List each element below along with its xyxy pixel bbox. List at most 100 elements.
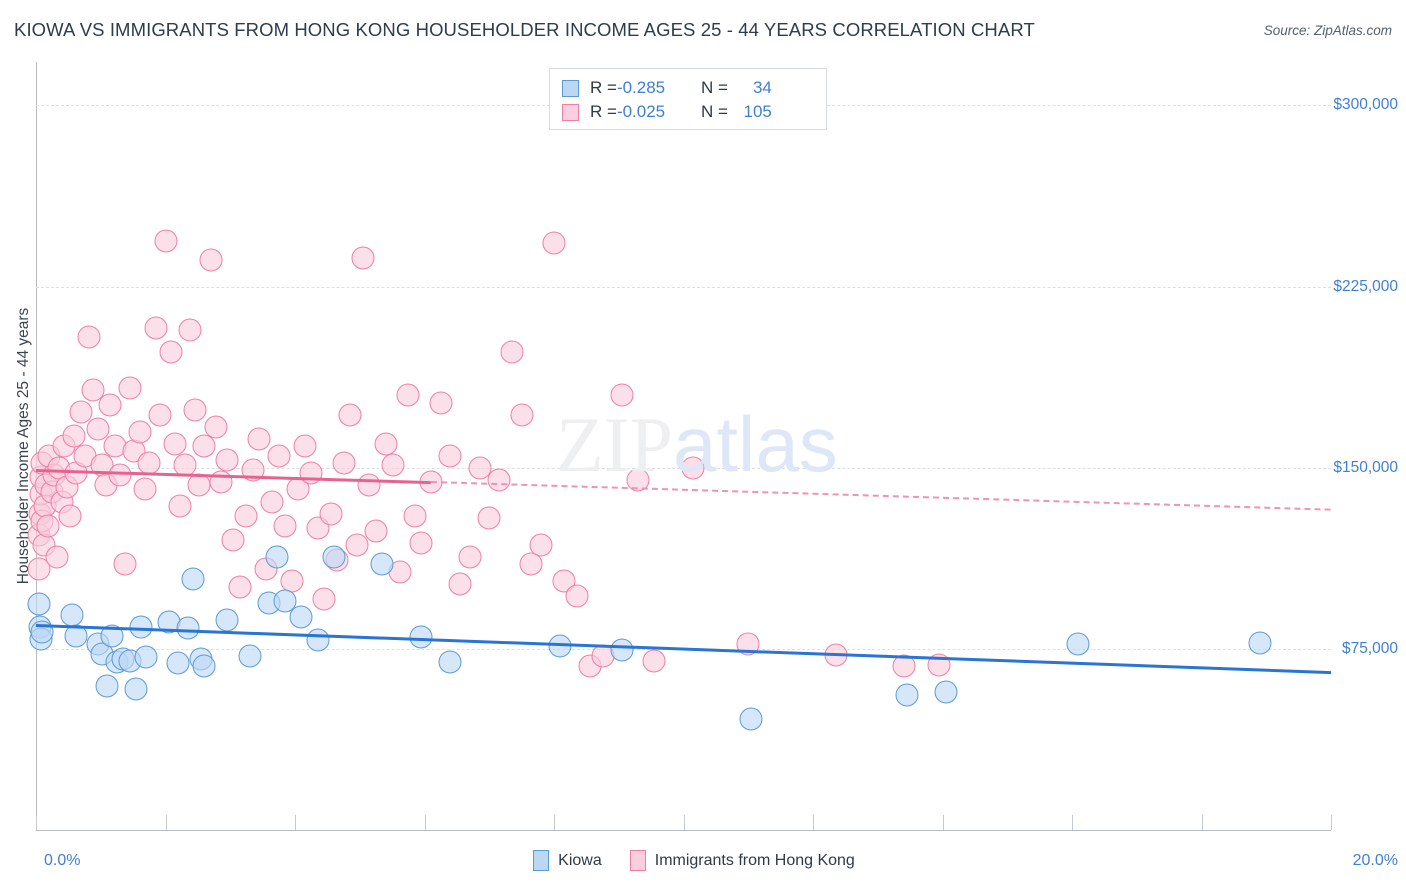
scatter-point (736, 632, 760, 656)
scatter-point (234, 504, 258, 528)
scatter-point (322, 545, 346, 569)
scatter-point (312, 587, 336, 611)
scatter-point (370, 552, 394, 576)
scatter-point (477, 506, 501, 530)
x-axis-tick (813, 815, 814, 830)
scatter-point (273, 514, 297, 538)
scatter-point (438, 650, 462, 674)
scatter-point (306, 628, 330, 652)
scatter-point (247, 427, 271, 451)
scatter-point (565, 584, 589, 608)
swatch-kiowa-icon (562, 79, 579, 97)
y-axis-line (36, 62, 37, 830)
scatter-point (934, 680, 958, 704)
x-axis-tick (295, 815, 296, 830)
scatter-point (610, 638, 634, 662)
scatter-point (299, 461, 323, 485)
scatter-point (133, 477, 157, 501)
scatter-point (351, 246, 375, 270)
scatter-point (215, 448, 239, 472)
scatter-point (409, 531, 433, 555)
scatter-point (60, 603, 84, 627)
scatter-point (168, 494, 192, 518)
scatter-point (64, 624, 88, 648)
scatter-point (429, 391, 453, 415)
scatter-point (364, 519, 388, 543)
legend-label-hongkong: Immigrants from Hong Kong (654, 851, 855, 869)
scatter-point (178, 318, 202, 342)
scatter-point (163, 432, 187, 456)
scatter-point (204, 415, 228, 439)
scatter-point (30, 620, 54, 644)
scatter-point (129, 615, 153, 639)
y-axis-tick-label: $225,000 (1333, 277, 1398, 295)
series-legend: Kiowa Immigrants from Hong Kong (0, 850, 1406, 871)
scatter-point (548, 634, 572, 658)
y-axis-tick-label: $75,000 (1341, 639, 1398, 657)
scatter-point (58, 504, 82, 528)
scatter-point (81, 378, 105, 402)
y-axis-tick-label: $300,000 (1333, 96, 1398, 114)
scatter-point (438, 444, 462, 468)
plot-area (27, 62, 1331, 830)
scatter-point (1248, 631, 1272, 655)
n-value-hongkong: 105 (743, 102, 772, 121)
scatter-point (113, 552, 137, 576)
scatter-point (681, 456, 705, 480)
scatter-point (357, 473, 381, 497)
scatter-point (273, 589, 297, 613)
n-label-kiowa: N = (700, 78, 728, 97)
correlation-stats-legend: R = -0.285 N = 34 R = -0.025 N = 105 (549, 68, 827, 130)
scatter-point (500, 340, 524, 364)
scatter-point (221, 528, 245, 552)
scatter-point (374, 432, 398, 456)
scatter-point (267, 444, 291, 468)
scatter-point (118, 376, 142, 400)
swatch-hongkong-icon (562, 103, 579, 121)
scatter-point (338, 403, 362, 427)
scatter-point (487, 468, 511, 492)
scatter-point (381, 453, 405, 477)
stats-row-kiowa: R = -0.285 N = 34 (562, 76, 814, 100)
scatter-point (332, 451, 356, 475)
scatter-point (134, 645, 158, 669)
x-axis-tick (36, 815, 37, 830)
scatter-point (176, 616, 200, 640)
r-value-kiowa: -0.285 (616, 78, 666, 97)
scatter-point (154, 229, 177, 253)
scatter-point (448, 572, 472, 596)
source-label: Source: ZipAtlas.com (1263, 23, 1392, 38)
page-title: KIOWA VS IMMIGRANTS FROM HONG KONG HOUSE… (14, 19, 1035, 40)
x-axis-tick (424, 815, 426, 830)
scatter-point (265, 545, 289, 569)
scatter-point (260, 490, 284, 514)
scatter-point (45, 545, 69, 569)
scatter-point (209, 470, 233, 494)
x-axis-min-label: 0.0% (44, 852, 81, 869)
scatter-point (137, 451, 161, 475)
gridline (36, 286, 1331, 288)
n-label-hongkong: N = (700, 102, 728, 121)
legend-item-hongkong[interactable]: Immigrants from Hong Kong (629, 850, 855, 871)
scatter-point (642, 649, 666, 673)
scatter-point (215, 608, 239, 632)
legend-swatch-kiowa-icon (533, 850, 550, 871)
scatter-point (286, 477, 310, 501)
y-axis-tick-label: $150,000 (1333, 458, 1398, 476)
scatter-point (77, 325, 101, 349)
legend-item-kiowa[interactable]: Kiowa (533, 850, 602, 871)
scatter-point (419, 470, 443, 494)
legend-label-kiowa: Kiowa (558, 851, 602, 869)
scatter-point (610, 383, 634, 407)
scatter-point (27, 592, 51, 616)
scatter-point (62, 424, 86, 448)
legend-swatch-hongkong-icon (629, 850, 646, 871)
scatter-point (166, 651, 190, 675)
scatter-point (192, 434, 216, 458)
scatter-point (542, 231, 566, 255)
scatter-point (183, 398, 207, 422)
scatter-point (289, 605, 313, 629)
scatter-point (181, 567, 205, 591)
scatter-point (241, 458, 265, 482)
